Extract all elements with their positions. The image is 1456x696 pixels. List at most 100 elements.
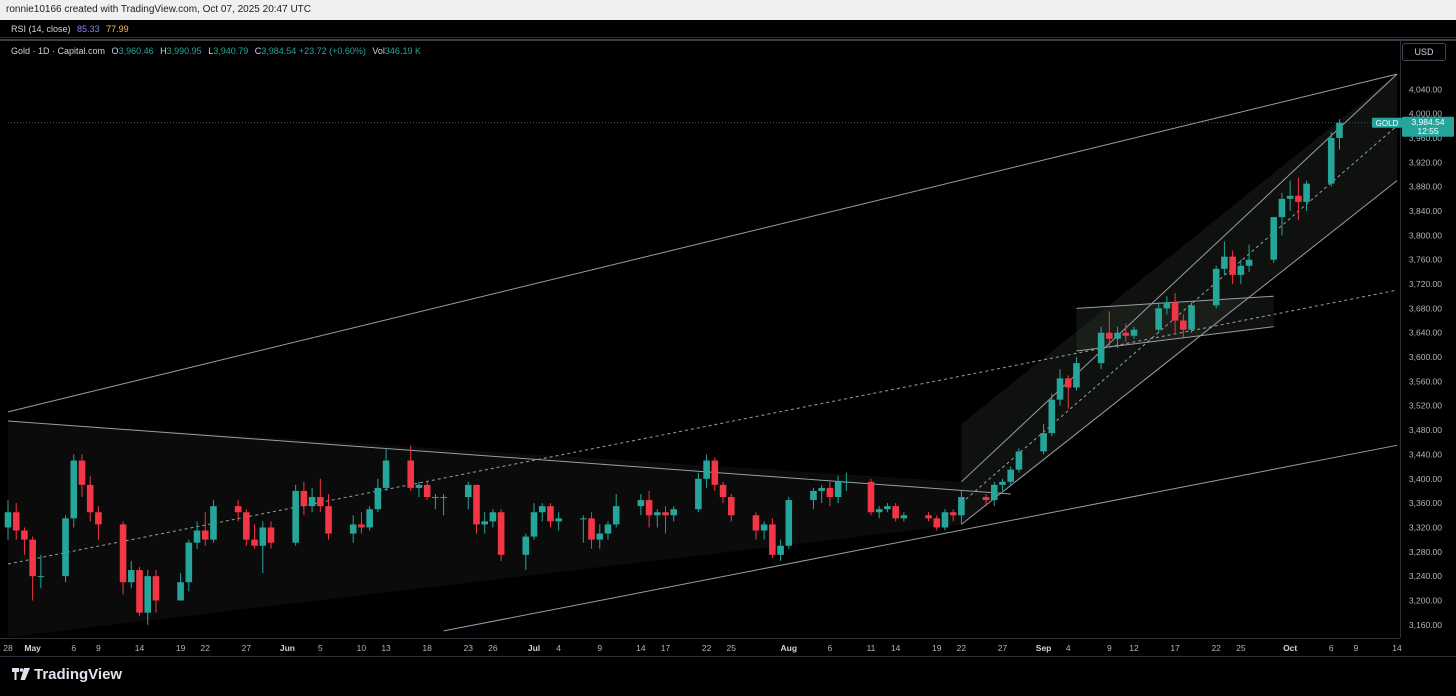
- candle: [538, 503, 546, 522]
- candle-body: [769, 524, 776, 555]
- candle-body: [1270, 217, 1278, 260]
- y-tick-label: 3,440.00: [1409, 449, 1442, 459]
- candle-body: [958, 497, 965, 516]
- time-axis-bg: [0, 638, 1456, 656]
- candle: [243, 509, 250, 546]
- candle: [1106, 311, 1113, 348]
- candle-body: [843, 481, 850, 483]
- candle-body: [1286, 195, 1294, 199]
- x-tick-label: 25: [727, 643, 737, 653]
- open-value: 3,960.46: [118, 46, 154, 56]
- y-tick-label: 3,960.00: [1409, 133, 1442, 143]
- candle: [234, 500, 242, 522]
- candle: [941, 509, 949, 531]
- candle-body: [604, 524, 612, 534]
- candle: [136, 567, 143, 616]
- candle: [185, 539, 193, 592]
- x-tick-label: 22: [1211, 643, 1221, 653]
- candle: [875, 506, 883, 519]
- candle: [1278, 192, 1286, 236]
- x-tick-label: 10: [357, 643, 367, 653]
- y-tick-label: 3,240.00: [1409, 571, 1442, 581]
- candle-body: [999, 481, 1006, 485]
- candle: [604, 521, 612, 540]
- candle-body: [234, 506, 242, 513]
- y-tick-label: 3,400.00: [1409, 474, 1442, 484]
- plot-area: [4, 73, 1398, 637]
- x-tick-label: 19: [176, 643, 186, 653]
- candle-body: [785, 500, 793, 546]
- candle: [497, 509, 505, 561]
- symbol-label: Gold · 1D · Capital.com: [11, 46, 106, 56]
- candle-body: [580, 518, 587, 520]
- candle: [317, 478, 324, 513]
- ohlc-legend: Gold · 1D · Capital.com O3,960.46 H3,990…: [11, 44, 421, 58]
- candle: [834, 475, 842, 504]
- low-label: L: [208, 46, 214, 56]
- x-tick-label: 4: [556, 643, 561, 653]
- tradingview-logo-icon: [12, 668, 30, 680]
- candle-body: [358, 524, 365, 528]
- candle-body: [210, 506, 217, 540]
- candle: [259, 521, 267, 574]
- candle-body: [86, 484, 94, 513]
- candle: [440, 493, 447, 516]
- x-tick-label: Jul: [528, 643, 540, 653]
- candle: [415, 481, 423, 498]
- candle: [423, 481, 431, 501]
- x-tick-label: 28: [3, 643, 13, 653]
- candle: [37, 554, 45, 589]
- candle: [489, 509, 497, 528]
- candle-body: [547, 506, 554, 522]
- last-price-bg: [1402, 116, 1454, 137]
- pane-separator[interactable]: [0, 39, 1456, 41]
- y-tick-label: 3,720.00: [1409, 279, 1442, 289]
- candle: [1171, 293, 1179, 333]
- candle: [374, 478, 382, 513]
- x-tick-label: 14: [135, 643, 145, 653]
- candle: [95, 506, 102, 540]
- x-tick-label: 27: [998, 643, 1008, 653]
- candle: [612, 493, 620, 528]
- candle: [711, 457, 719, 491]
- candle: [70, 454, 78, 528]
- candle-body: [95, 512, 102, 525]
- rsi-legend: RSI (14, close) 85.33 77.99: [0, 20, 1456, 38]
- candle-body: [941, 512, 949, 528]
- candle-body: [193, 530, 201, 543]
- candle: [251, 524, 258, 549]
- y-tick-label: 3,600.00: [1409, 352, 1442, 362]
- candle-body: [185, 542, 193, 583]
- currency-button[interactable]: USD: [1402, 43, 1446, 61]
- price-axis-bg: [1400, 41, 1456, 638]
- candle: [1327, 131, 1335, 187]
- candle: [1064, 375, 1072, 409]
- candle: [1221, 241, 1228, 275]
- x-tick-label: 11: [867, 643, 876, 653]
- candle-body: [867, 481, 875, 513]
- candle: [999, 478, 1006, 491]
- x-tick-label: 27: [242, 643, 252, 653]
- candle-body: [423, 484, 431, 498]
- candle: [958, 490, 965, 525]
- candle: [1040, 424, 1047, 455]
- candle-body: [900, 515, 908, 519]
- candle-body: [1155, 308, 1162, 330]
- candle: [1163, 296, 1171, 315]
- candle: [366, 506, 373, 531]
- candle: [555, 512, 562, 531]
- candle-body: [645, 500, 653, 516]
- candle-body: [12, 512, 20, 531]
- candle: [653, 509, 661, 528]
- x-tick-label: 14: [1392, 643, 1402, 653]
- candle: [662, 506, 669, 534]
- candle-body: [21, 530, 28, 540]
- candle: [12, 503, 20, 540]
- candle: [1188, 302, 1195, 333]
- y-tick-label: 3,160.00: [1409, 620, 1442, 630]
- candle: [325, 493, 332, 540]
- candle-body: [489, 512, 497, 522]
- price-chart[interactable]: 3,160.00 3,200.00 3,240.00 3,280.00 3,320.00…: [0, 41, 1456, 656]
- candle-body: [1106, 332, 1113, 339]
